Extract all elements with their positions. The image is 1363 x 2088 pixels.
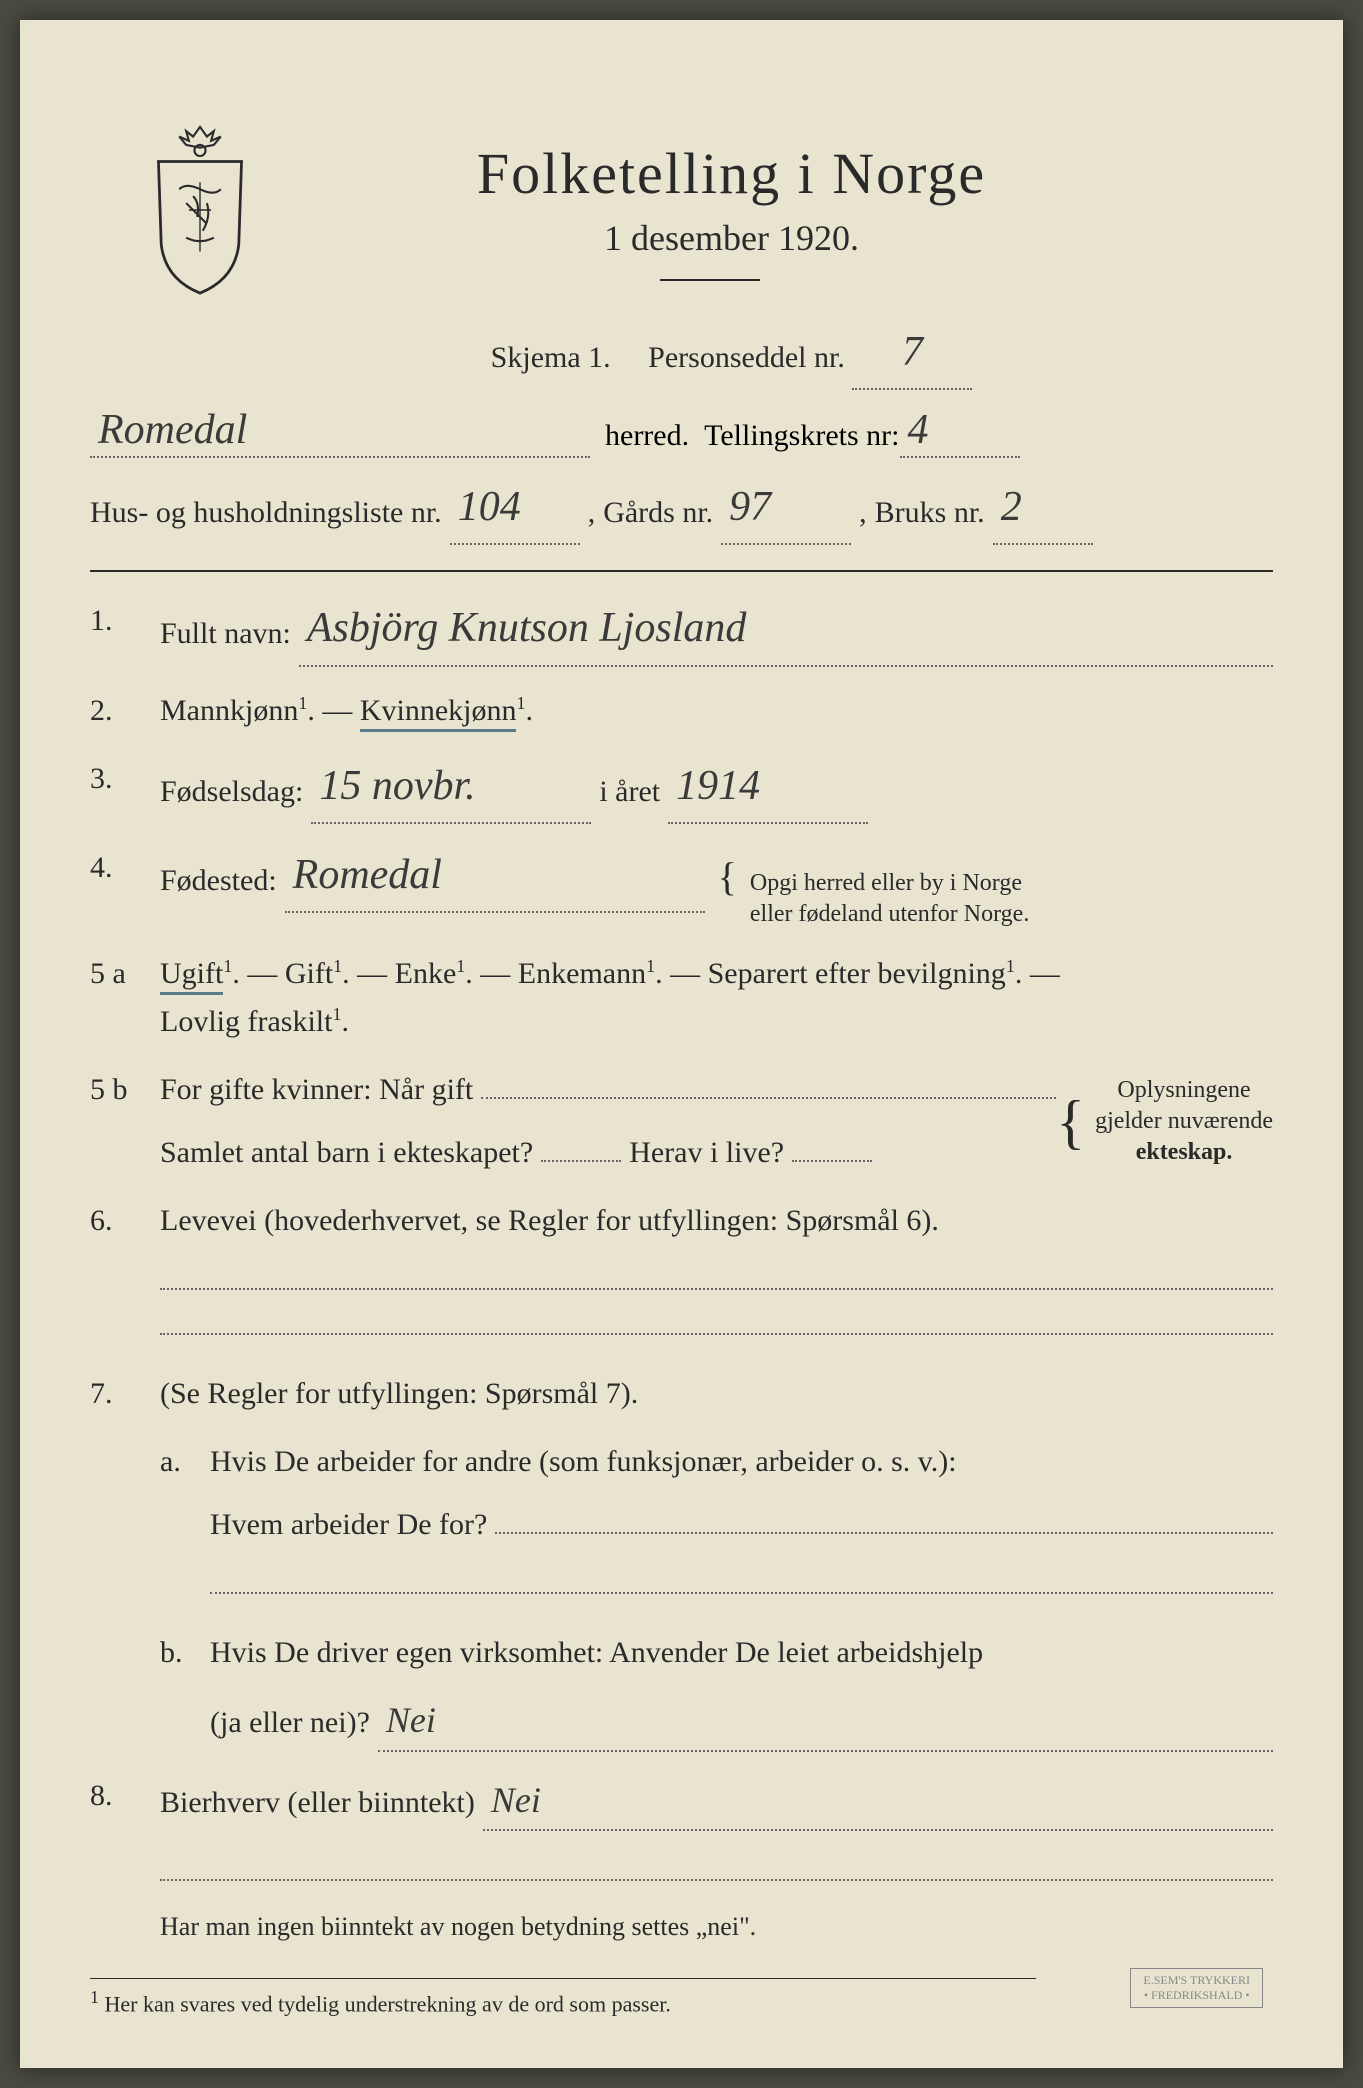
main-divider-1 xyxy=(90,570,1273,572)
q4-value: Romedal xyxy=(293,852,442,898)
skjema-row: Skjema 1. Personseddel nr. 7 xyxy=(190,321,1273,390)
q5a-enke: Enke xyxy=(395,957,457,990)
footnote-marker: 1 xyxy=(90,1987,99,2007)
q1-value: Asbjörg Knutson Ljosland xyxy=(307,605,747,651)
question-1: 1. Fullt navn: Asbjörg Knutson Ljosland xyxy=(90,597,1273,666)
q5b-note1: Oplysningene xyxy=(1117,1077,1250,1103)
question-6: 6. Levevei (hovederhvervet, se Regler fo… xyxy=(90,1197,1273,1350)
gards-nr-value: 97 xyxy=(729,484,771,530)
brace-icon: { xyxy=(1056,1098,1085,1146)
skjema-label: Skjema 1. xyxy=(491,341,611,374)
q7-label: (Se Regler for utfyllingen: Spørsmål 7). xyxy=(160,1377,638,1410)
q1-label: Fullt navn: xyxy=(160,610,291,658)
question-3: 3. Fødselsdag: 15 novbr. i året 1914 xyxy=(90,755,1273,824)
q7-num: 7. xyxy=(90,1370,160,1752)
personseddel-nr-value: 7 xyxy=(902,329,923,375)
q5a-separert: Separert efter bevilgning xyxy=(708,957,1006,990)
q5a-enkemann: Enkemann xyxy=(518,957,646,990)
q8-value: Nei xyxy=(491,1780,541,1820)
bruks-label: Bruks nr. xyxy=(875,489,985,537)
q7b-line1: Hvis De driver egen virksomhet: Anvender… xyxy=(210,1636,983,1669)
q5b-num: 5 b xyxy=(90,1066,160,1177)
form-title: Folketelling i Norge xyxy=(190,140,1273,207)
personseddel-label: Personseddel nr. xyxy=(648,341,845,374)
norway-crest-icon xyxy=(130,120,270,300)
form-subtitle: 1 desember 1920. xyxy=(190,217,1273,259)
q7a-label: a. xyxy=(160,1438,210,1609)
tellingskrets-nr-value: 4 xyxy=(908,407,929,453)
question-2: 2. Mannkjønn1. — Kvinnekjønn1. xyxy=(90,687,1273,735)
q3-year-label: i året xyxy=(599,768,660,816)
bruks-nr-value: 2 xyxy=(1001,484,1022,530)
printer-stamp: E.SEM'S TRYKKERI • FREDRIKSHALD • xyxy=(1130,1968,1263,2008)
q5a-num: 5 a xyxy=(90,950,160,1046)
q5b-note2: gjelder nuværende xyxy=(1095,1108,1273,1134)
q5b-line2a: Samlet antal barn i ekteskapet? xyxy=(160,1129,533,1177)
q8-blank xyxy=(160,1851,1273,1881)
footnote: 1 Her kan svares ved tydelig understrekn… xyxy=(90,1978,1036,2017)
q4-num: 4. xyxy=(90,844,160,930)
question-5b: 5 b For gifte kvinner: Når gift Samlet a… xyxy=(90,1066,1273,1177)
q3-label: Fødselsdag: xyxy=(160,768,303,816)
q5b-note3: ekteskap. xyxy=(1136,1139,1233,1165)
q4-note: Opgi herred eller by i Norge eller fødel… xyxy=(750,868,1029,930)
q8-num: 8. xyxy=(90,1772,160,1832)
q7a-blank xyxy=(210,1564,1273,1594)
q5a-ugift: Ugift xyxy=(160,957,223,995)
q3-num: 3. xyxy=(90,755,160,824)
gards-label: Gårds nr. xyxy=(603,489,713,537)
q7b-label: b. xyxy=(160,1629,210,1752)
q5b-line2b: Herav i live? xyxy=(629,1129,784,1177)
question-8: 8. Bierhverv (eller biinntekt) Nei xyxy=(90,1772,1273,1832)
q1-num: 1. xyxy=(90,597,160,666)
stamp-line1: E.SEM'S TRYKKERI xyxy=(1143,1973,1250,1987)
q5b-note: Oplysningene gjelder nuværende ekteskap. xyxy=(1095,1075,1273,1169)
q2-mann: Mannkjønn xyxy=(160,694,298,727)
q4-note1: Opgi herred eller by i Norge xyxy=(750,870,1022,896)
stamp-line2: • FREDRIKSHALD • xyxy=(1144,1988,1250,2002)
q5b-line1: For gifte kvinner: Når gift xyxy=(160,1066,473,1114)
question-7: 7. (Se Regler for utfyllingen: Spørsmål … xyxy=(90,1370,1273,1752)
q7b-value: Nei xyxy=(386,1700,436,1740)
q2-num: 2. xyxy=(90,687,160,735)
form-header: Folketelling i Norge 1 desember 1920. xyxy=(90,140,1273,281)
tellingskrets-label: Tellingskrets nr: xyxy=(704,419,899,453)
herred-row: Romedal herred. Tellingskrets nr: 4 xyxy=(90,408,1273,458)
q7a-line2: Hvem arbeider De for? xyxy=(210,1501,487,1549)
q4-label: Fødested: xyxy=(160,857,277,905)
q6-label: Levevei (hovederhvervet, se Regler for u… xyxy=(160,1204,939,1237)
footnote-text: Her kan svares ved tydelig understreknin… xyxy=(105,1991,671,2016)
hus-label: Hus- og husholdningsliste nr. xyxy=(90,489,442,537)
herred-label: herred. xyxy=(605,419,689,453)
herred-name-value: Romedal xyxy=(98,407,247,453)
census-form-document: Folketelling i Norge 1 desember 1920. Sk… xyxy=(20,20,1343,2068)
q8-label: Bierhverv (eller biinntekt) xyxy=(160,1779,475,1827)
header-divider xyxy=(660,279,760,281)
q2-kvinne: Kvinnekjønn xyxy=(360,694,517,732)
q6-blank-2 xyxy=(160,1305,1273,1335)
hus-nr-value: 104 xyxy=(458,484,521,530)
q7b-line2: (ja eller nei)? xyxy=(210,1699,370,1747)
q3-day-value: 15 novbr. xyxy=(319,763,475,809)
q5a-gift: Gift xyxy=(285,957,333,990)
q6-num: 6. xyxy=(90,1197,160,1350)
q7a-line1: Hvis De arbeider for andre (som funksjon… xyxy=(210,1445,957,1478)
footer-note: Har man ingen biinntekt av nogen betydni… xyxy=(160,1906,1273,1948)
q3-year-value: 1914 xyxy=(676,763,760,809)
question-4: 4. Fødested: Romedal { Opgi herred eller… xyxy=(90,844,1273,930)
q6-blank-1 xyxy=(160,1260,1273,1290)
q4-note2: eller fødeland utenfor Norge. xyxy=(750,901,1029,927)
question-5a: 5 a Ugift1. — Gift1. — Enke1. — Enkemann… xyxy=(90,950,1273,1046)
hus-row: Hus- og husholdningsliste nr. 104, Gårds… xyxy=(90,476,1273,545)
q5a-lovlig: Lovlig fraskilt xyxy=(160,1005,332,1038)
